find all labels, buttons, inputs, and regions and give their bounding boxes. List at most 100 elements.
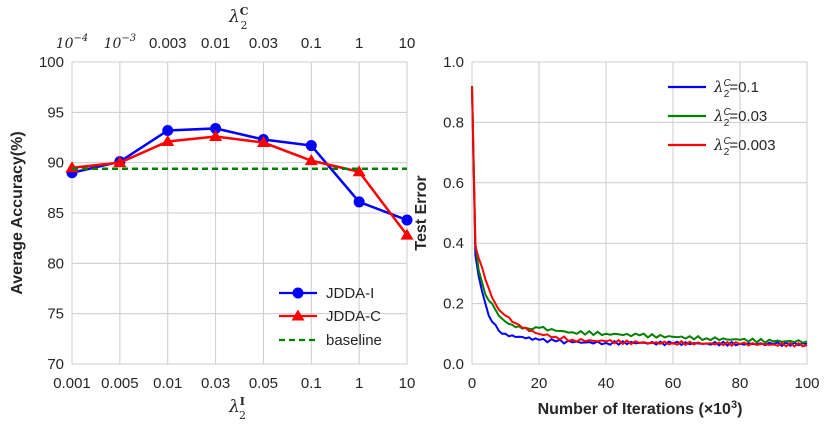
left-y-tick-80: 80 bbox=[47, 255, 64, 272]
left-top-tick-2: 0.003 bbox=[149, 35, 187, 52]
left-x-tick-0-01: 0.01 bbox=[153, 375, 182, 392]
right-y-ticks: 0.0 0.2 0.4 0.6 0.8 1.0 bbox=[443, 54, 464, 373]
left-top-tick-5: 0.1 bbox=[301, 35, 322, 52]
legend-label-lambda-0-03: λC 2=0.03 bbox=[713, 107, 767, 129]
left-series bbox=[65, 122, 414, 240]
right-grid bbox=[471, 61, 808, 365]
point-jdda-i-0-1 bbox=[305, 140, 317, 152]
y-axis-label: Average Accuracy(%) bbox=[9, 131, 26, 294]
left-top-tick-base-4: 0.03 bbox=[249, 35, 278, 52]
right-x-axis-label: Number of Iterations (×103) bbox=[538, 399, 743, 418]
right-x-tick-100: 100 bbox=[794, 375, 819, 392]
x-axis-label-main: λ bbox=[228, 397, 240, 417]
right-x-axis-label-exp: 3 bbox=[731, 399, 737, 411]
legend-label-baseline: baseline bbox=[326, 332, 382, 349]
point-jdda-i-10 bbox=[401, 214, 413, 226]
point-jdda-c-10 bbox=[400, 228, 414, 240]
right-x-axis-label-text: Number of Iterations (×10 bbox=[538, 401, 731, 418]
right-x-axis-label-close: ) bbox=[737, 401, 742, 418]
left-top-tick-base-6: 1 bbox=[355, 35, 363, 52]
left-x-tick-0-03: 0.03 bbox=[201, 375, 230, 392]
series-line-jdda-i bbox=[71, 127, 408, 222]
legend-lambda-0-03-val: =0.03 bbox=[729, 108, 767, 125]
left-top-tick-base-5: 0.1 bbox=[301, 35, 322, 52]
legend-item-jdda-c: JDDA-C bbox=[279, 308, 381, 325]
legend-item-lambda-0-03: λC 2=0.03 bbox=[668, 107, 767, 129]
legend-marker-jdda-c bbox=[291, 309, 305, 321]
series-line-lambda0-03 bbox=[471, 86, 808, 344]
left-top-tick-3: 0.01 bbox=[201, 35, 230, 52]
point-jdda-c-0-05 bbox=[256, 136, 270, 148]
test-error-chart: 0.0 0.2 0.4 0.6 0.8 1.0 0 20 40 60 80 100 Number o… bbox=[413, 54, 820, 418]
right-y-tick-0-8: 0.8 bbox=[443, 114, 464, 131]
legend-item-lambda-0-1: λC 2=0.1 bbox=[668, 78, 759, 100]
right-x-tick-40: 40 bbox=[598, 375, 615, 392]
legend-lambda-0-003-val: =0.003 bbox=[729, 137, 775, 154]
legend-marker-jdda-i bbox=[292, 287, 304, 299]
legend-label-lambda-0-003: λC 2=0.003 bbox=[713, 136, 776, 158]
right-plot-frame bbox=[471, 61, 808, 365]
left-top-x-ticks: 10−4 10−3 0.003 0.01 0.03 0.1 1 10 bbox=[56, 33, 416, 52]
legend-lambda-0-003-sup: C bbox=[724, 136, 732, 147]
legend-lambda-0-03-sym: λ bbox=[713, 107, 724, 125]
legend-item-lambda-0-003: λC 2=0.003 bbox=[668, 136, 776, 158]
left-x-tick-0-05: 0.05 bbox=[249, 375, 278, 392]
legend-lambda-0-1-val: =0.1 bbox=[729, 79, 759, 96]
point-jdda-c-0-03 bbox=[209, 129, 223, 141]
legend-lambda-0-003-sym: λ bbox=[713, 136, 724, 154]
point-jdda-i-1 bbox=[353, 196, 365, 208]
right-y-axis-label: Test Error bbox=[413, 175, 430, 250]
legend-lambda-0-03-sub: 2 bbox=[724, 118, 730, 129]
left-x-tick-0-1: 0.1 bbox=[301, 375, 322, 392]
top-x-axis-label: λC 2 bbox=[228, 5, 249, 32]
left-y-tick-70: 70 bbox=[47, 356, 64, 373]
left-y-tick-85: 85 bbox=[47, 205, 64, 222]
legend-lambda-0-003-sub: 2 bbox=[724, 147, 730, 158]
left-top-tick-base-2: 0.003 bbox=[149, 35, 187, 52]
right-legend: λC 2=0.1 λC 2=0.03 λC 2=0.003 bbox=[668, 78, 776, 158]
legend-label-jdda-i: JDDA-I bbox=[326, 285, 374, 302]
legend-lambda-0-1-sup: C bbox=[724, 78, 732, 89]
right-y-tick-0-0: 0.0 bbox=[443, 356, 464, 373]
left-x-tick-10: 10 bbox=[399, 375, 416, 392]
right-x-tick-80: 80 bbox=[732, 375, 749, 392]
left-top-tick-4: 0.03 bbox=[249, 35, 278, 52]
left-y-tick-90: 90 bbox=[47, 155, 64, 172]
legend-item-jdda-i: JDDA-I bbox=[279, 285, 374, 302]
right-x-ticks: 0 20 40 60 80 100 bbox=[468, 375, 820, 392]
left-top-tick-0: 10−4 bbox=[56, 33, 89, 52]
right-y-tick-1-0: 1.0 bbox=[443, 54, 464, 71]
left-top-tick-base-3: 0.01 bbox=[201, 35, 230, 52]
left-top-tick-base-1: 10 bbox=[104, 36, 122, 52]
right-x-tick-60: 60 bbox=[665, 375, 682, 392]
legend-item-baseline: baseline bbox=[279, 332, 382, 349]
series-line-lambda0-003 bbox=[471, 86, 808, 348]
right-y-tick-0-6: 0.6 bbox=[443, 175, 464, 192]
point-jdda-c-0-1 bbox=[304, 154, 318, 166]
legend-label-lambda-0-1: λC 2=0.1 bbox=[713, 78, 759, 100]
legend-label-jdda-c: JDDA-C bbox=[326, 308, 381, 325]
left-x-tick-1: 1 bbox=[355, 375, 363, 392]
x-axis-label-sub: 2 bbox=[239, 409, 246, 422]
point-jdda-i-0-01 bbox=[162, 124, 174, 136]
legend-lambda-0-03-sup: C bbox=[724, 107, 732, 118]
top-x-axis-label-main: λ bbox=[228, 7, 240, 27]
x-axis-label-sup: I bbox=[240, 395, 245, 408]
left-y-tick-100: 100 bbox=[39, 54, 64, 71]
point-jdda-c-1 bbox=[352, 165, 366, 177]
left-x-tick-0-005: 0.005 bbox=[101, 375, 139, 392]
right-x-tick-0: 0 bbox=[468, 375, 476, 392]
left-grid bbox=[71, 61, 408, 365]
point-jdda-i-0-03 bbox=[210, 122, 222, 134]
left-x-ticks: 0.001 0.005 0.01 0.03 0.05 0.1 1 10 bbox=[53, 375, 415, 392]
series-line-lambda0-1 bbox=[471, 86, 808, 348]
legend-lambda-0-1-sym: λ bbox=[713, 78, 724, 96]
left-top-tick-exp-0: −4 bbox=[74, 33, 89, 44]
top-x-axis-label-sup: C bbox=[240, 5, 249, 18]
left-top-tick-exp-1: −3 bbox=[121, 33, 136, 44]
left-top-tick-base-7: 10 bbox=[399, 35, 416, 52]
x-axis-label: λI 2 bbox=[228, 395, 246, 422]
left-x-tick-0-001: 0.001 bbox=[53, 375, 91, 392]
left-y-ticks: 70 75 80 85 90 95 100 bbox=[39, 54, 64, 373]
legend-lambda-0-1-sub: 2 bbox=[724, 89, 730, 100]
